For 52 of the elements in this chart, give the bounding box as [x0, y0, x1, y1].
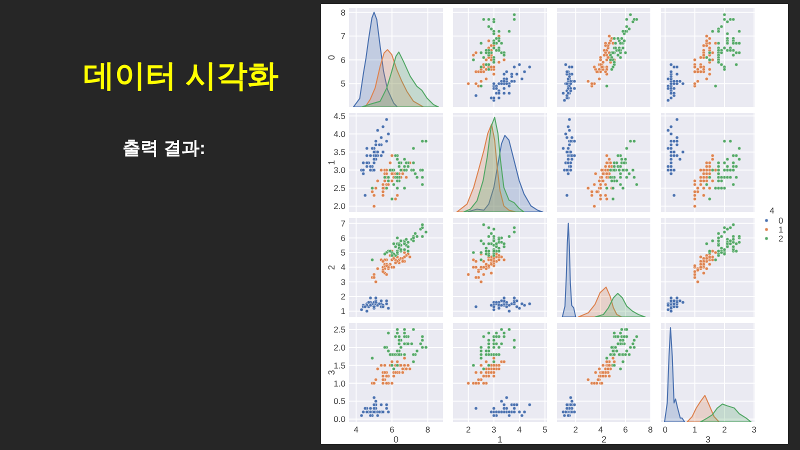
y-tick-label: 0.0: [334, 414, 346, 424]
x-tick-label: 2: [722, 424, 728, 434]
y-tick-label: 8: [340, 7, 346, 18]
x-tick-label: 1: [692, 424, 698, 434]
y-tick-label: 4: [340, 262, 346, 272]
y-tick-label: 2.5: [334, 324, 346, 334]
y-tick-label: 3.5: [334, 147, 346, 158]
y-tick-label: 2.0: [334, 201, 346, 212]
x-tick-label: 8: [425, 424, 430, 434]
y-tick-label: 4.0: [334, 128, 346, 139]
y-tick-label: 2.0: [334, 342, 346, 352]
y-tick-label: 6: [340, 54, 346, 65]
legend-label: 2: [778, 234, 784, 244]
text: 출력 결과:: [122, 138, 206, 158]
x-tick-label: 6: [623, 424, 628, 434]
x-tick-label: 2: [573, 424, 578, 434]
x-tick-label: 6: [390, 424, 395, 434]
x-tick-label: 3: [492, 424, 496, 434]
x-tick-label: 4: [598, 424, 604, 434]
x-axis-title: 3: [705, 434, 711, 444]
x-tick-label: 4: [354, 424, 359, 434]
y-tick-label: 3: [340, 276, 346, 287]
y-tick-label: 2.5: [334, 183, 346, 194]
x-axis-title: 1: [497, 434, 503, 444]
x-tick-label: 5: [542, 424, 548, 434]
text: 데이터 시각화: [84, 58, 278, 93]
y-tick-label: 0.5: [334, 396, 346, 406]
x-tick-label: 4: [517, 424, 522, 434]
y-tick-label: 3.0: [334, 165, 346, 176]
y-tick-label: 4.5: [334, 110, 346, 121]
x-tick-label: 3: [752, 424, 757, 434]
legend-label: 1: [778, 224, 784, 234]
y-axis-title: 1: [326, 160, 336, 166]
x-axis-title: 2: [601, 434, 607, 444]
x-axis-title: 0: [393, 434, 399, 444]
y-axis-title: 2: [326, 264, 336, 270]
y-tick-label: 7: [340, 218, 346, 228]
y-tick-label: 7: [340, 31, 346, 42]
y-tick-label: 1.5: [334, 360, 346, 370]
y-tick-label: 5: [340, 78, 346, 89]
y-axis-title: 0: [326, 54, 336, 60]
y-tick-label: 1.0: [334, 378, 346, 388]
x-tick-label: 2: [466, 424, 471, 434]
y-tick-label: 5: [340, 248, 346, 258]
y-axis-title: 3: [326, 370, 336, 376]
y-tick-label: 6: [340, 232, 346, 243]
x-tick-label: 0: [662, 424, 668, 434]
legend-label: 0: [778, 216, 784, 226]
x-tick-label: 8: [648, 424, 654, 434]
y-tick-label: 1: [340, 306, 346, 316]
y-tick-label: 2: [340, 291, 346, 302]
legend-title: 4: [770, 206, 775, 216]
